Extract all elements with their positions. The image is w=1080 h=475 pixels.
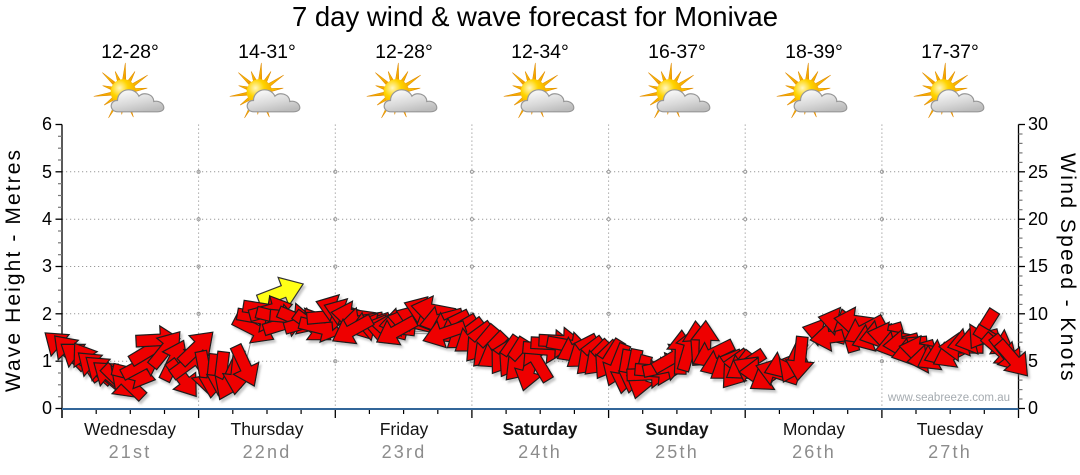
svg-text:16-37°: 16-37°	[648, 41, 706, 63]
svg-text:25: 25	[1028, 162, 1048, 182]
svg-text:17-37°: 17-37°	[921, 41, 979, 63]
svg-text:Friday: Friday	[380, 419, 429, 439]
svg-text:7 day wind & wave forecast for: 7 day wind & wave forecast for Monivae	[292, 1, 778, 32]
svg-text:12-34°: 12-34°	[511, 41, 569, 63]
svg-text:Thursday: Thursday	[231, 419, 304, 439]
svg-text:12-28°: 12-28°	[375, 41, 433, 63]
svg-text:Wednesday: Wednesday	[84, 419, 176, 439]
svg-text:Monday: Monday	[783, 419, 846, 439]
svg-text:6: 6	[42, 114, 52, 134]
svg-text:Wave Height - Metres: Wave Height - Metres	[2, 148, 25, 392]
svg-text:12-28°: 12-28°	[101, 41, 159, 63]
svg-text:26th: 26th	[792, 442, 836, 462]
svg-text:25th: 25th	[655, 442, 699, 462]
svg-text:24th: 24th	[518, 442, 562, 462]
svg-text:15: 15	[1028, 256, 1048, 276]
svg-text:5: 5	[42, 162, 52, 182]
svg-text:3: 3	[42, 256, 52, 276]
svg-text:Saturday: Saturday	[503, 419, 578, 439]
svg-text:14-31°: 14-31°	[238, 41, 296, 63]
svg-text:10: 10	[1028, 304, 1048, 324]
svg-text:0: 0	[42, 398, 52, 418]
svg-text:www.seabreeze.com.au: www.seabreeze.com.au	[887, 392, 1010, 404]
svg-text:Tuesday: Tuesday	[917, 419, 984, 439]
svg-text:4: 4	[42, 209, 52, 229]
svg-text:20: 20	[1028, 209, 1048, 229]
svg-text:23rd: 23rd	[382, 442, 427, 462]
svg-text:0: 0	[1028, 398, 1038, 418]
svg-text:22nd: 22nd	[243, 442, 292, 462]
svg-text:1: 1	[42, 351, 52, 371]
svg-text:18-39°: 18-39°	[785, 41, 843, 63]
svg-text:Wind Speed - Knots: Wind Speed - Knots	[1056, 153, 1079, 383]
svg-text:2: 2	[42, 304, 52, 324]
svg-text:21st: 21st	[109, 442, 152, 462]
svg-text:30: 30	[1028, 114, 1048, 134]
svg-text:Sunday: Sunday	[645, 419, 708, 439]
svg-text:27th: 27th	[928, 442, 972, 462]
svg-text:5: 5	[1028, 351, 1038, 371]
